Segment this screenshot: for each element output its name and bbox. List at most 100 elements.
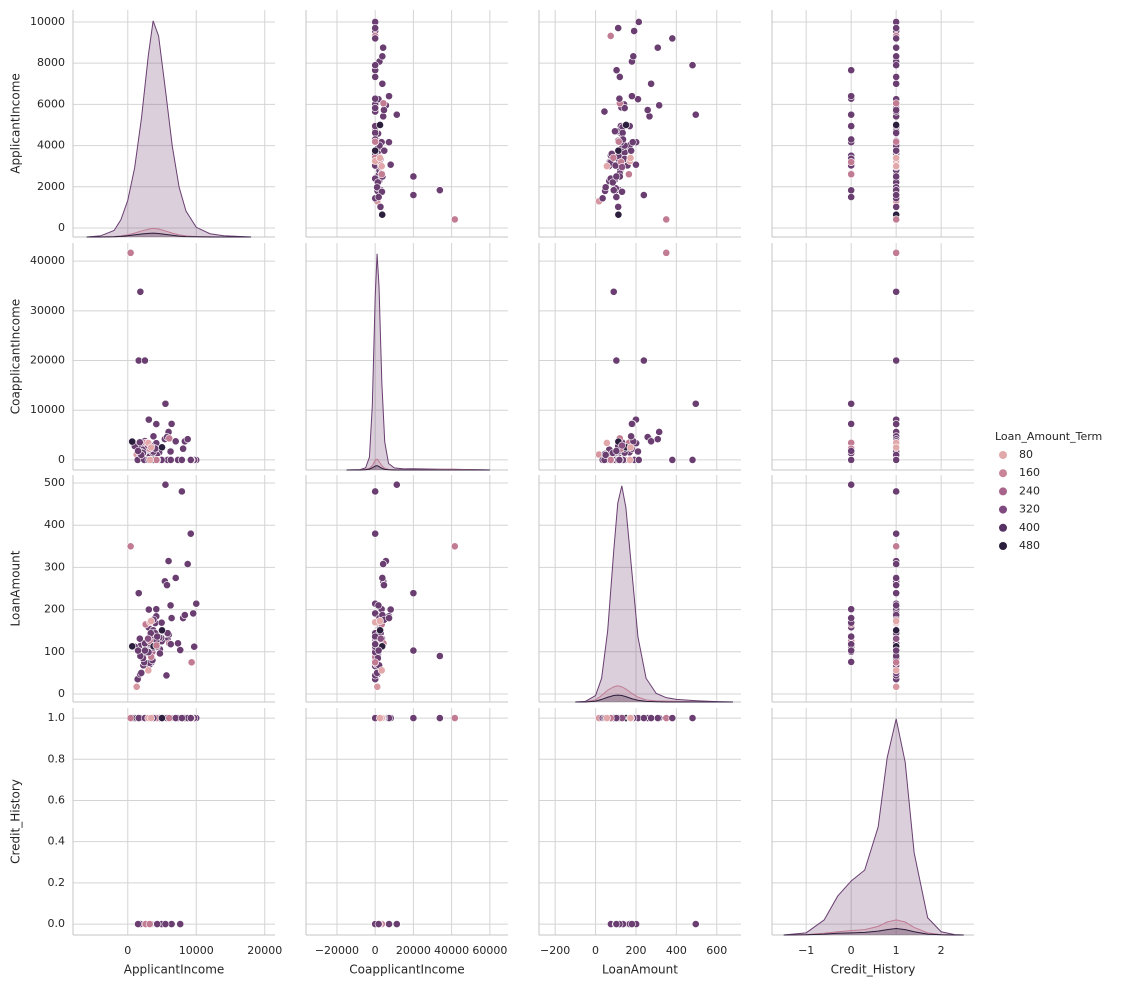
x-tick-label: 20000 (247, 944, 282, 957)
scatter-point (378, 52, 387, 61)
scatter-point (450, 714, 459, 722)
scatter-point (135, 438, 144, 447)
scatter-point (147, 714, 155, 722)
x-axis-label: Credit_History (831, 963, 916, 977)
kde-line (346, 465, 490, 471)
scatter-point (892, 456, 901, 464)
scatter-point (379, 560, 388, 568)
y-axis-label: ApplicantIncome (9, 73, 23, 174)
scatter-point (628, 138, 637, 147)
kde-line (346, 253, 490, 471)
scatter-point (380, 581, 388, 590)
scatter-point (409, 191, 418, 199)
y-tick-label: 0.2 (48, 876, 66, 889)
y-tick-label: 1.0 (48, 711, 66, 724)
scatter-point (374, 920, 383, 928)
scatter-point (378, 210, 387, 219)
scatter-point (608, 178, 617, 187)
scatter-point (609, 153, 618, 162)
scatter-point (847, 170, 856, 179)
scatter-point (892, 172, 901, 181)
scatter-point (177, 714, 186, 722)
y-tick-label: 30000 (30, 304, 65, 317)
scatter-point (134, 447, 142, 455)
y-tick-label: 0 (58, 687, 65, 700)
x-tick-label: 200 (625, 944, 646, 957)
scatter-point (662, 215, 671, 224)
scatter-point (135, 634, 144, 643)
scatter-point (653, 435, 662, 444)
scatter-point (647, 437, 656, 446)
scatter-point (892, 191, 901, 199)
scatter-point (187, 658, 196, 667)
kde-area (346, 459, 490, 470)
scatter-point (379, 99, 388, 108)
scatter-point (892, 589, 901, 598)
scatter-point (144, 605, 153, 614)
scatter-point (156, 649, 164, 658)
scatter-point (892, 443, 901, 452)
scatter-point (639, 714, 648, 722)
scatter-point (134, 589, 143, 598)
scatter-point (688, 61, 697, 70)
kde-line (575, 694, 733, 703)
x-axis-label: CoapplicantIncome (349, 963, 464, 977)
scatter-point (392, 110, 401, 119)
scatter-point (612, 172, 621, 181)
scatter-point (892, 248, 901, 257)
legend-label: 320 (1019, 503, 1040, 516)
scatter-point (632, 160, 640, 169)
y-tick-label: 20000 (30, 354, 65, 367)
scatter-point (177, 456, 186, 464)
scatter-point (371, 94, 380, 103)
scatter-point (152, 605, 161, 614)
kde-area (575, 695, 733, 702)
x-tick-label: 60000 (472, 944, 507, 957)
legend-title: Loan_Amount_Term (995, 430, 1102, 443)
y-tick-label: 0.4 (48, 835, 66, 848)
scatter-point (614, 146, 623, 155)
scatter-point (385, 138, 393, 147)
scatter-point (601, 183, 610, 192)
scatter-point (668, 34, 677, 43)
y-tick-label: 400 (44, 518, 65, 531)
x-tick-label: 1 (893, 944, 900, 957)
y-tick-label: 40000 (30, 254, 65, 267)
y-axis-label: LoanAmount (9, 550, 23, 626)
scatter-point (161, 399, 170, 408)
x-axis-label: ApplicantIncome (124, 963, 225, 977)
scatter-point (161, 480, 170, 489)
scatter-point (376, 617, 384, 625)
scatter-point (847, 614, 856, 622)
scatter-point (376, 121, 384, 129)
scatter-point (847, 92, 856, 101)
scatter-point (892, 34, 901, 43)
scatter-point (186, 456, 195, 464)
scatter-point (892, 154, 901, 162)
legend-swatch (999, 451, 1007, 459)
scatter-point (374, 646, 383, 655)
scatter-point (892, 658, 901, 667)
scatter-point (392, 480, 401, 489)
scatter-point (386, 605, 395, 614)
scatter-point (174, 639, 182, 648)
scatter-point (371, 104, 380, 112)
scatter-point (380, 106, 388, 114)
scatter-point (374, 601, 383, 610)
x-tick-label: 0 (372, 944, 379, 957)
scatter-point (653, 714, 662, 722)
y-tick-label: 0 (58, 221, 65, 234)
kde-area (86, 228, 252, 237)
scatter-point (892, 61, 901, 70)
y-axis-label: CoapplicantIncome (9, 299, 23, 414)
scatter-point (165, 714, 174, 722)
legend-swatch (999, 469, 1007, 478)
scatter-point (158, 443, 166, 452)
scatter-point (612, 447, 621, 455)
scatter-point (598, 194, 607, 203)
scatter-point (171, 437, 180, 446)
scatter-point (183, 560, 192, 568)
kde-area (346, 253, 490, 470)
scatter-point (374, 193, 383, 201)
scatter-point (688, 456, 697, 464)
